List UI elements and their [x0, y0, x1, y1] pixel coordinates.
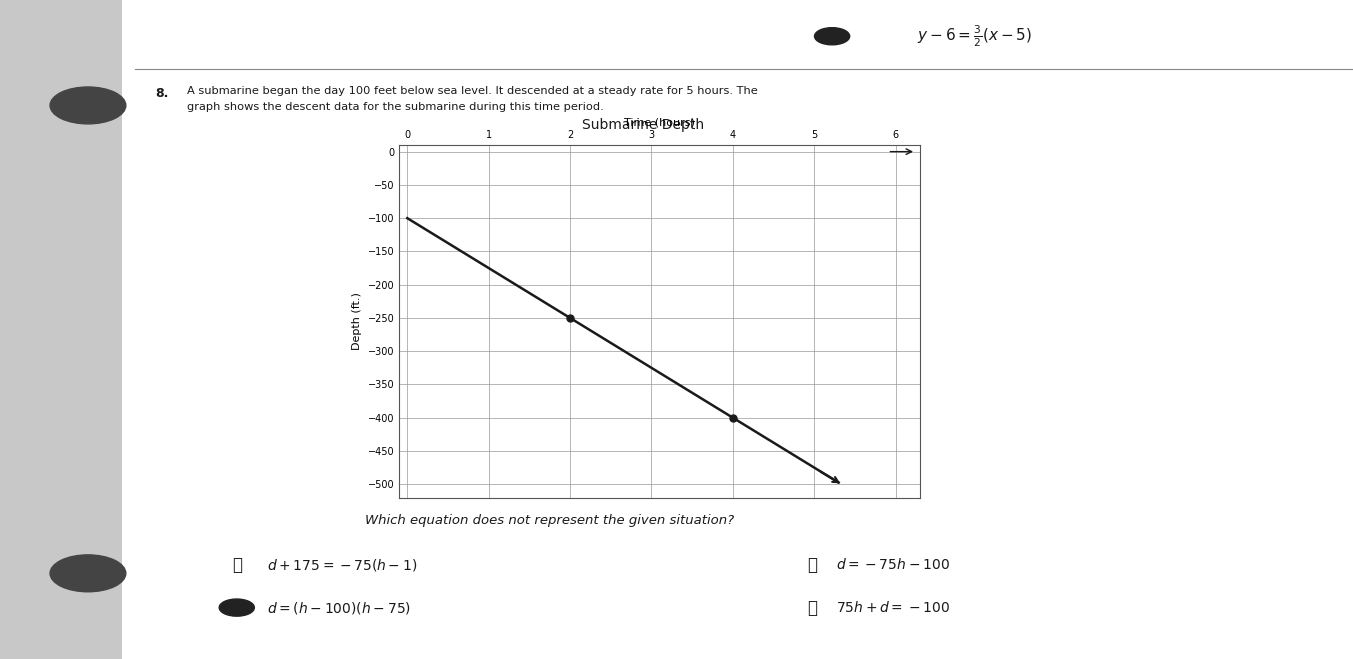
- Text: Ⓐ: Ⓐ: [231, 556, 242, 574]
- Text: Ⓒ: Ⓒ: [806, 556, 817, 574]
- FancyBboxPatch shape: [122, 0, 1353, 659]
- Y-axis label: Depth (ft.): Depth (ft.): [352, 293, 363, 350]
- Text: Ⓓ: Ⓓ: [806, 598, 817, 617]
- Text: 8.: 8.: [156, 87, 169, 100]
- Text: $d + 175 = -75(h - 1)$: $d + 175 = -75(h - 1)$: [267, 557, 417, 573]
- Text: $y - 6 = \frac{3}{2}(x - 5)$: $y - 6 = \frac{3}{2}(x - 5)$: [916, 24, 1032, 49]
- Circle shape: [219, 599, 254, 616]
- Text: Which equation does not represent the given situation?: Which equation does not represent the gi…: [365, 514, 735, 527]
- Text: $d = (h - 100)(h - 75)$: $d = (h - 100)(h - 75)$: [267, 600, 410, 616]
- Circle shape: [815, 28, 850, 45]
- Circle shape: [50, 87, 126, 124]
- X-axis label: Time (hours): Time (hours): [624, 118, 695, 128]
- Circle shape: [50, 555, 126, 592]
- Text: $d = -75h - 100$: $d = -75h - 100$: [836, 558, 950, 572]
- Text: graph shows the descent data for the submarine during this time period.: graph shows the descent data for the sub…: [187, 101, 603, 112]
- Text: $75h + d = -100$: $75h + d = -100$: [836, 600, 950, 615]
- Text: A submarine began the day 100 feet below sea level. It descended at a steady rat: A submarine began the day 100 feet below…: [187, 86, 758, 96]
- Text: Submarine Depth: Submarine Depth: [582, 118, 704, 132]
